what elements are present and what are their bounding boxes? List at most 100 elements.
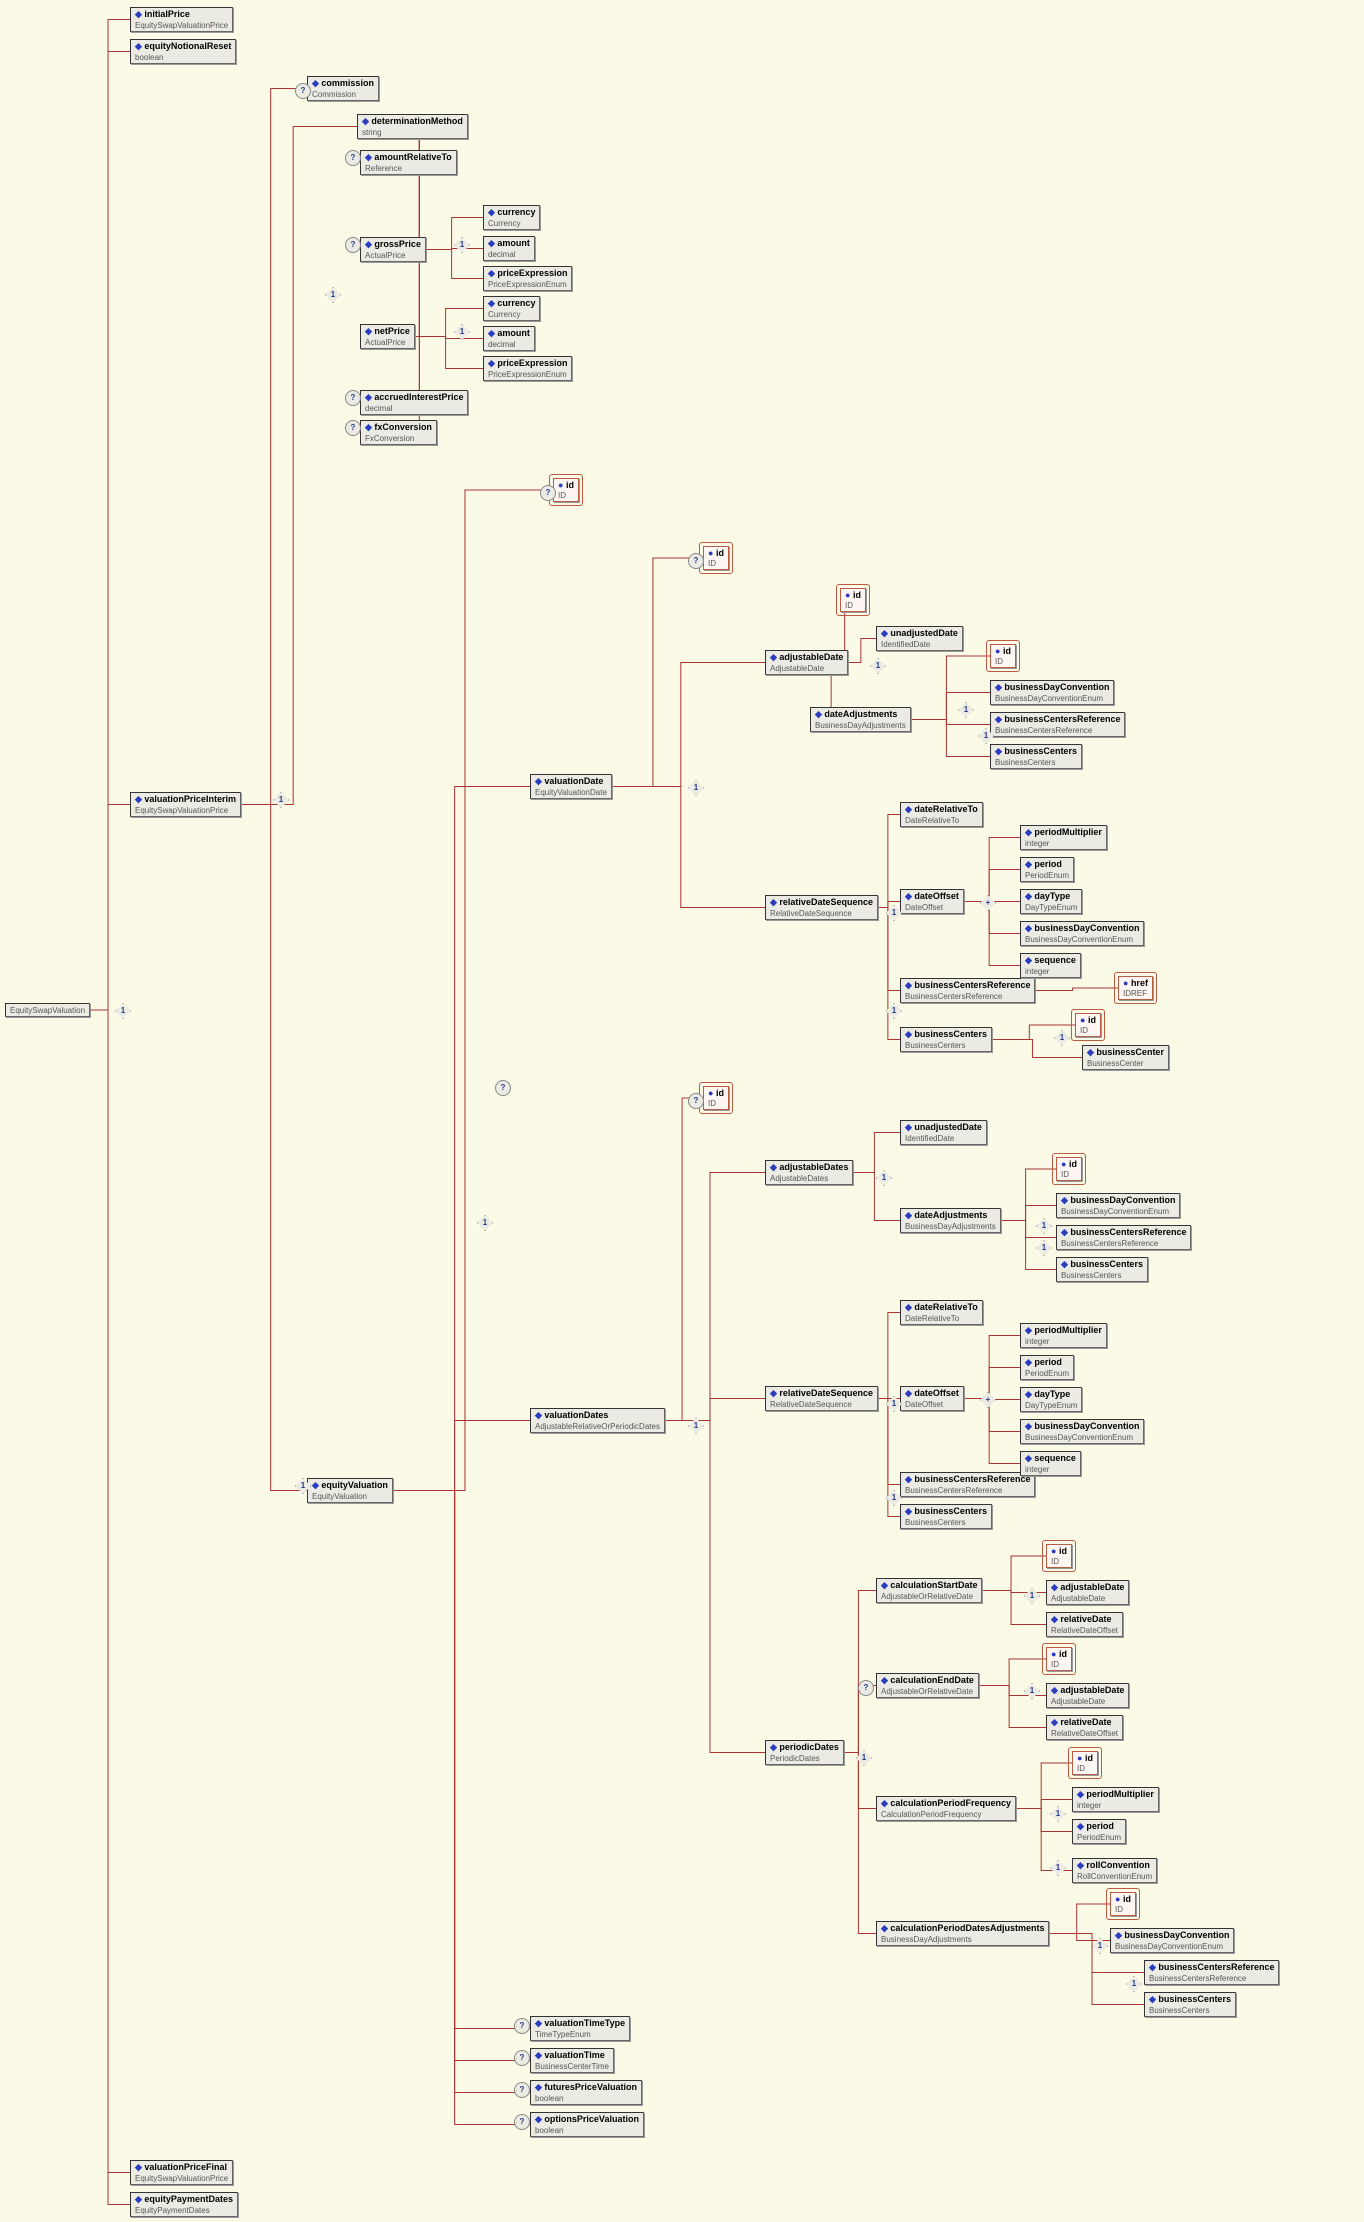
schema-node-np: netPriceActualPrice	[360, 324, 415, 349]
node-type: DateOffset	[905, 1399, 959, 1409]
node-type: BusinessCenterTime	[535, 2061, 609, 2071]
node-type: Currency	[488, 218, 535, 228]
node-type: DateRelativeTo	[905, 1313, 978, 1323]
node-title: unadjustedDate	[881, 628, 958, 639]
node-title: valuationPriceInterim	[135, 794, 236, 805]
node-title: businessDayConvention	[1025, 1421, 1139, 1432]
node-type: boolean	[535, 2125, 639, 2135]
node-type: EquitySwapValuationPrice	[135, 805, 236, 815]
node-title: relativeDate	[1051, 1717, 1118, 1728]
node-type: IdentifiedDate	[881, 639, 958, 649]
node-type: PriceExpressionEnum	[488, 369, 567, 379]
schema-node-root: EquitySwapValuation	[5, 1003, 90, 1017]
node-title: businessCentersReference	[1061, 1227, 1186, 1238]
node-title: calculationEndDate	[881, 1675, 974, 1686]
node-type: DayTypeEnum	[1025, 902, 1077, 912]
connector-icon: 1	[1050, 1860, 1066, 1876]
connector-icon: ?	[345, 237, 361, 253]
node-type: integer	[1025, 1336, 1102, 1346]
node-type: Reference	[365, 163, 452, 173]
node-title: dateOffset	[905, 891, 959, 902]
schema-node-perD: periodicDatesPeriodicDates	[765, 1740, 844, 1765]
node-type: BusinessCentersReference	[995, 725, 1120, 735]
schema-node-relD2: relativeDateRelativeDateOffset	[1046, 1715, 1123, 1740]
node-title: currency	[488, 298, 535, 309]
node-title: adjustableDate	[770, 652, 843, 663]
node-title: businessDayConvention	[1115, 1930, 1229, 1941]
node-type: ActualPrice	[365, 337, 410, 347]
node-type: decimal	[488, 249, 530, 259]
connector-icon: ?	[514, 2050, 530, 2066]
node-type: PeriodEnum	[1025, 1368, 1069, 1378]
node-type: EquityValuationDate	[535, 787, 607, 797]
schema-node-bdc5: businessDayConventionBusinessDayConventi…	[1110, 1928, 1234, 1953]
connector-icon: ?	[540, 485, 556, 501]
connector-icon: ?	[345, 150, 361, 166]
schema-node-per3: periodPeriodEnum	[1072, 1819, 1126, 1844]
schema-node-np_c: currencyCurrency	[483, 296, 540, 321]
connector-icon: 1	[477, 1215, 493, 1231]
node-title: dayType	[1025, 1389, 1077, 1400]
schema-node-valDs: valuationDatesAdjustableRelativeOrPeriod…	[530, 1408, 665, 1433]
node-type: AdjustableDates	[770, 1173, 848, 1183]
node-title: businessCenter	[1087, 1047, 1164, 1058]
schema-node-csd: calculationStartDateAdjustableOrRelative…	[876, 1578, 982, 1603]
schema-node-opv: optionsPriceValuationboolean	[530, 2112, 644, 2137]
connector-icon: 1	[688, 780, 704, 796]
schema-tree: EquitySwapValuation initialPrice EquitySwa…	[0, 0, 1364, 2222]
node-type: BusinessDayConventionEnum	[1061, 1206, 1175, 1216]
schema-node-dOff: dateOffsetDateOffset	[900, 889, 964, 914]
schema-node-bcs5: businessCentersBusinessCenters	[1144, 1992, 1236, 2017]
node-title: dateOffset	[905, 1388, 959, 1399]
schema-node-pM2: periodMultiplierinteger	[1020, 1323, 1107, 1348]
node-type: integer	[1025, 1464, 1076, 1474]
node-title: dateRelativeTo	[905, 1302, 978, 1313]
node-type: integer	[1077, 1800, 1154, 1810]
node-title: equityPaymentDates	[135, 2194, 233, 2205]
node-title: rollConvention	[1077, 1860, 1152, 1871]
node-title: businessCenters	[1149, 1994, 1231, 2005]
node-type: AdjustableDate	[1051, 1593, 1124, 1603]
connector-icon: +	[980, 895, 996, 911]
schema-node-adjD: adjustableDateAdjustableDate	[765, 650, 848, 675]
node-title: periodicDates	[770, 1742, 839, 1753]
node-type: PriceExpressionEnum	[488, 279, 567, 289]
connector-icon: ?	[688, 1093, 704, 1109]
connector-icon: ?	[345, 390, 361, 406]
node-title: periodMultiplier	[1025, 827, 1102, 838]
schema-node-bcs4: businessCentersBusinessCenters	[900, 1504, 992, 1529]
node-title: initialPrice	[135, 9, 228, 20]
connector-icon: ?	[514, 2114, 530, 2130]
connector-icon: 1	[1036, 1240, 1052, 1256]
node-title: periodMultiplier	[1025, 1325, 1102, 1336]
connector-icon: 1	[1024, 1588, 1040, 1604]
node-type: BusinessCentersReference	[1061, 1238, 1186, 1248]
connector-icon: 1	[886, 1003, 902, 1019]
schema-node-bcs: businessCentersBusinessCenters	[900, 1027, 992, 1052]
schema-node-uaD: unadjustedDateIdentifiedDate	[876, 626, 963, 651]
connector-icon: 1	[454, 237, 470, 253]
schema-node-vt: valuationTimeBusinessCenterTime	[530, 2048, 614, 2073]
node-title: relativeDate	[1051, 1614, 1118, 1625]
schema-node-bdc4: businessDayConventionBusinessDayConventi…	[1020, 1419, 1144, 1444]
schema-node-uaD2: unadjustedDateIdentifiedDate	[900, 1120, 987, 1145]
connector-icon: 1	[273, 792, 289, 808]
node-title: adjustableDate	[1051, 1685, 1124, 1696]
node-title: equityNotionalReset	[135, 41, 231, 52]
schema-node-vtt: valuationTimeTypeTimeTypeEnum	[530, 2016, 630, 2041]
schema-node-bcr3: businessCentersReferenceBusinessCentersR…	[1056, 1225, 1191, 1250]
node-title: businessCentersReference	[905, 980, 1030, 991]
schema-node-bc: businessCenterBusinessCenter	[1082, 1045, 1169, 1070]
schema-node-fpv: futuresPriceValuationboolean	[530, 2080, 642, 2105]
node-type: PeriodicDates	[770, 1753, 839, 1763]
schema-node-arTo: amountRelativeToReference	[360, 150, 457, 175]
node-type: Currency	[488, 309, 535, 319]
schema-node-bcr2: businessCentersReferenceBusinessCentersR…	[990, 712, 1125, 737]
schema-node-dAdj2: dateAdjustmentsBusinessDayAdjustments	[900, 1208, 1001, 1233]
schema-node-gp: grossPriceActualPrice	[360, 237, 426, 262]
node-title: sequence	[1025, 1453, 1076, 1464]
node-title: priceExpression	[488, 358, 567, 369]
node-title: accruedInterestPrice	[365, 392, 463, 403]
node-type: Commission	[312, 89, 374, 99]
node-title: amount	[488, 328, 530, 339]
